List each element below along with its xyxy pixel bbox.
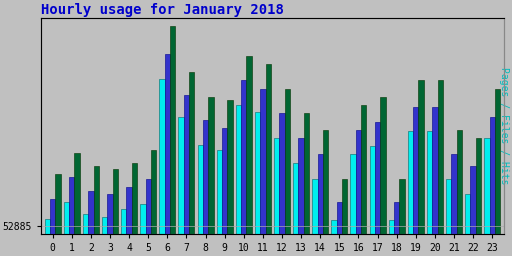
Bar [88, 191, 94, 256]
Bar [198, 145, 203, 256]
Bar [208, 97, 214, 256]
Bar [274, 138, 280, 256]
Bar [55, 174, 61, 256]
Bar [113, 169, 118, 256]
Bar [451, 154, 457, 256]
Bar [178, 117, 184, 256]
Bar [331, 220, 336, 256]
Bar [317, 154, 323, 256]
Bar [126, 187, 132, 256]
Bar [356, 130, 361, 256]
Bar [432, 107, 438, 256]
Bar [342, 179, 347, 256]
Bar [83, 214, 88, 256]
Bar [266, 64, 271, 256]
Bar [446, 179, 451, 256]
Bar [465, 194, 471, 256]
Bar [285, 89, 290, 256]
Bar [375, 122, 380, 256]
Bar [370, 146, 375, 256]
Bar [50, 199, 55, 256]
Bar [489, 117, 495, 256]
Bar [293, 163, 298, 256]
Bar [45, 219, 50, 256]
Bar [94, 166, 99, 256]
Bar [394, 202, 399, 256]
Bar [312, 179, 317, 256]
Bar [203, 120, 208, 256]
Bar [408, 131, 413, 256]
Bar [304, 113, 309, 256]
Y-axis label: Pages / Files / Hits: Pages / Files / Hits [499, 67, 509, 185]
Bar [323, 130, 328, 256]
Bar [336, 202, 342, 256]
Bar [165, 54, 170, 256]
Bar [418, 80, 424, 256]
Bar [427, 131, 432, 256]
Bar [159, 79, 165, 256]
Bar [260, 89, 266, 256]
Bar [241, 80, 246, 256]
Bar [102, 217, 108, 256]
Bar [246, 56, 252, 256]
Bar [361, 105, 367, 256]
Bar [145, 179, 151, 256]
Bar [108, 194, 113, 256]
Bar [457, 130, 462, 256]
Bar [495, 89, 500, 256]
Bar [380, 97, 386, 256]
Bar [69, 177, 74, 256]
Bar [236, 105, 241, 256]
Bar [140, 204, 145, 256]
Bar [399, 179, 404, 256]
Bar [389, 220, 394, 256]
Bar [484, 138, 489, 256]
Bar [471, 166, 476, 256]
Bar [170, 26, 175, 256]
Bar [298, 138, 304, 256]
Text: Hourly usage for January 2018: Hourly usage for January 2018 [41, 3, 284, 17]
Bar [438, 80, 443, 256]
Bar [280, 113, 285, 256]
Bar [121, 209, 126, 256]
Bar [184, 95, 189, 256]
Bar [222, 128, 227, 256]
Bar [217, 150, 222, 256]
Bar [413, 107, 418, 256]
Bar [74, 153, 80, 256]
Bar [151, 150, 156, 256]
Bar [189, 72, 195, 256]
Bar [227, 100, 232, 256]
Bar [255, 112, 260, 256]
Bar [476, 138, 481, 256]
Bar [132, 163, 137, 256]
Bar [63, 202, 69, 256]
Bar [350, 154, 356, 256]
